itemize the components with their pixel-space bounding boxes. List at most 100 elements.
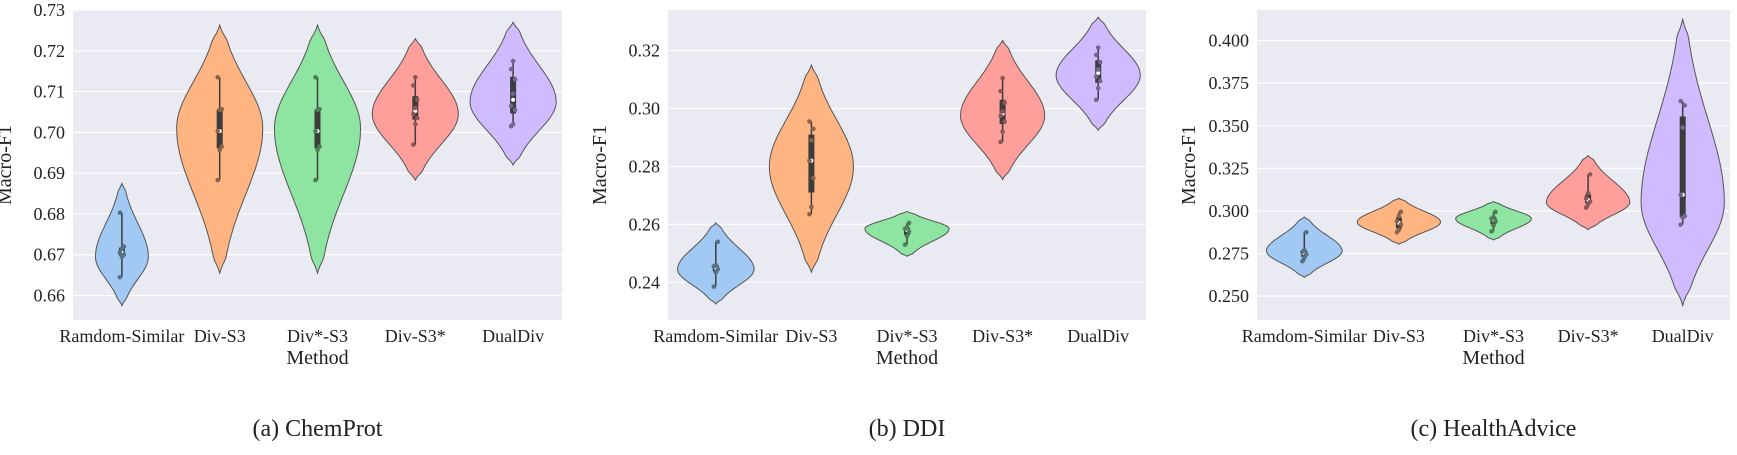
data-point	[1493, 218, 1498, 224]
data-point	[317, 144, 322, 149]
x-tick-label: Ramdom-Similar	[653, 326, 778, 346]
data-point	[807, 158, 812, 163]
y-tick-label: 0.30	[629, 99, 661, 119]
x-axis-label: Method	[876, 347, 938, 369]
data-point	[715, 239, 721, 245]
data-point	[904, 233, 910, 239]
data-point	[1398, 209, 1404, 215]
y-tick-label: 0.73	[34, 0, 66, 20]
data-point	[1680, 125, 1685, 130]
data-point	[411, 83, 416, 88]
data-point	[1304, 229, 1309, 235]
data-point	[121, 244, 127, 249]
y-tick-label: 0.28	[629, 156, 661, 176]
data-point	[811, 175, 816, 181]
data-point	[811, 126, 816, 132]
data-point	[1678, 192, 1683, 198]
data-point	[510, 121, 516, 127]
y-tick-label: 0.72	[34, 41, 66, 61]
data-point	[1491, 214, 1496, 220]
data-point	[807, 119, 812, 124]
data-point	[1678, 98, 1683, 104]
data-point	[1000, 129, 1005, 134]
data-point	[512, 107, 518, 113]
data-point	[1587, 172, 1593, 177]
data-point	[317, 106, 322, 112]
data-point	[998, 88, 1003, 94]
data-point	[215, 177, 220, 183]
data-point	[117, 250, 123, 255]
x-tick-label: Ramdom-Similar	[1242, 326, 1367, 346]
y-tick-label: 0.350	[1209, 116, 1250, 136]
data-point	[510, 58, 516, 64]
data-point	[1002, 100, 1007, 106]
iqr-box	[1679, 116, 1686, 217]
data-point	[510, 91, 516, 96]
data-point	[1093, 74, 1099, 79]
x-tick-label: Div-S3	[194, 326, 246, 346]
data-point	[512, 77, 518, 82]
data-point	[1678, 222, 1683, 227]
data-point	[1302, 255, 1307, 261]
y-tick-label: 0.24	[629, 272, 661, 292]
data-point	[313, 75, 318, 80]
data-point	[807, 211, 812, 217]
data-point	[902, 242, 908, 247]
data-point	[313, 128, 318, 134]
x-axis-label: Method	[286, 347, 348, 369]
x-axis-label: Method	[1462, 347, 1524, 369]
data-point	[1489, 229, 1494, 234]
x-tick-label: Div-S3*	[972, 326, 1033, 346]
y-tick-label: 0.66	[34, 286, 66, 306]
data-point	[411, 111, 416, 117]
data-point	[121, 252, 127, 258]
data-point	[1095, 67, 1101, 72]
x-tick-label: Div-S3*	[1558, 326, 1619, 346]
data-point	[715, 266, 721, 272]
data-point	[508, 103, 514, 109]
data-point	[998, 139, 1003, 145]
data-point	[1097, 78, 1103, 84]
data-point	[1396, 213, 1402, 219]
y-tick-label: 0.400	[1209, 31, 1250, 51]
data-point	[508, 66, 514, 72]
data-point	[415, 115, 420, 121]
panel-caption: (a) ChemProt	[253, 416, 383, 442]
x-tick-label: Div-S3*	[385, 326, 446, 346]
y-tick-label: 0.68	[34, 204, 66, 224]
data-point	[906, 229, 912, 234]
data-point	[219, 144, 224, 149]
y-tick-label: 0.69	[34, 163, 66, 183]
data-point	[117, 274, 123, 280]
data-point	[1583, 195, 1589, 201]
x-tick-label: Div*-S3	[876, 326, 937, 346]
chart-panel-2: 0.24 0.26 0.28 0.30 0.32 Ramdom-Similar Div-S3…	[589, 10, 1146, 442]
y-axis-label: Macro-F1	[589, 125, 611, 205]
data-point	[711, 284, 717, 289]
x-tick-label: Div-S3	[785, 326, 837, 346]
y-tick-label: 0.300	[1209, 201, 1250, 221]
panel-caption: (b) DDI	[869, 416, 946, 442]
panel-caption: (c) HealthAdvice	[1411, 416, 1577, 442]
y-tick-label: 0.67	[34, 245, 66, 265]
data-point	[1682, 213, 1687, 219]
data-point	[1396, 227, 1402, 233]
data-point	[415, 97, 420, 103]
data-point	[1304, 252, 1309, 257]
data-point	[904, 224, 910, 230]
data-point	[215, 75, 220, 80]
data-point	[1300, 258, 1305, 264]
x-tick-label: Div*-S3	[287, 326, 348, 346]
data-point	[1093, 97, 1099, 103]
data-point	[413, 105, 418, 111]
x-tick-label: DualDiv	[482, 326, 544, 346]
data-point	[809, 204, 814, 210]
data-point	[1002, 119, 1007, 124]
iqr-box	[314, 109, 321, 149]
iqr-box	[808, 134, 815, 193]
data-point	[906, 220, 912, 226]
data-point	[1000, 75, 1005, 81]
y-tick-label: 0.325	[1209, 158, 1250, 178]
median-marker	[511, 97, 516, 102]
data-point	[1682, 103, 1687, 108]
